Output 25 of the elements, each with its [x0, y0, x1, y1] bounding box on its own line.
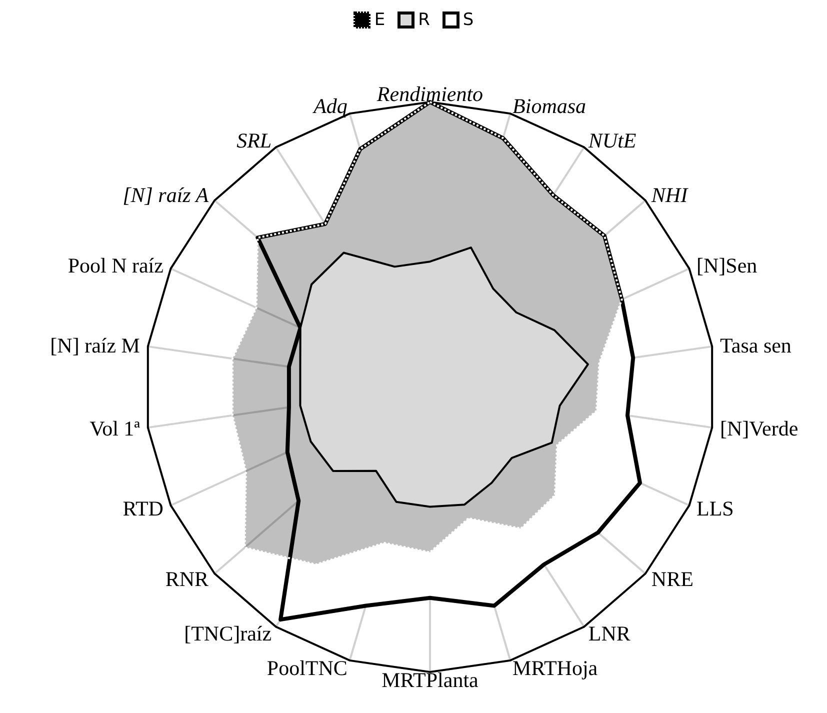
spoke-label: [N] raíz A [122, 183, 209, 208]
spoke-label: NUtE [587, 128, 636, 153]
legend-label: R [418, 10, 430, 30]
spoke-label: [N]Sen [696, 253, 758, 278]
spoke-label: LLS [696, 496, 734, 521]
spoke-label: MRTPlanta [382, 668, 480, 692]
spoke-label: [N] raíz M [50, 333, 140, 358]
spoke-label: Adq [312, 94, 348, 118]
spoke-label: Tasa sen [720, 333, 792, 358]
spoke-label: NRE [651, 566, 694, 591]
spoke-label: SRL [236, 128, 272, 153]
spoke-label: NHI [650, 183, 689, 208]
spoke-label: Biomasa [512, 94, 586, 118]
spoke-label: Pool N raíz [68, 253, 164, 278]
spoke-label: RNR [165, 566, 209, 591]
spoke-label: Vol 1ª [90, 416, 140, 441]
legend-label: S [462, 10, 474, 30]
spoke-label: MRTHoja [512, 656, 598, 680]
spoke-label: PoolTNC [266, 656, 348, 680]
spoke-label: RTD [122, 496, 164, 521]
spoke-label: [N]Verde [720, 416, 798, 441]
spoke-label: LNR [588, 621, 630, 646]
spoke-label: Rendimiento [376, 82, 484, 106]
spoke-label: [TNC]raíz [184, 621, 272, 646]
legend-label: E [374, 10, 386, 30]
